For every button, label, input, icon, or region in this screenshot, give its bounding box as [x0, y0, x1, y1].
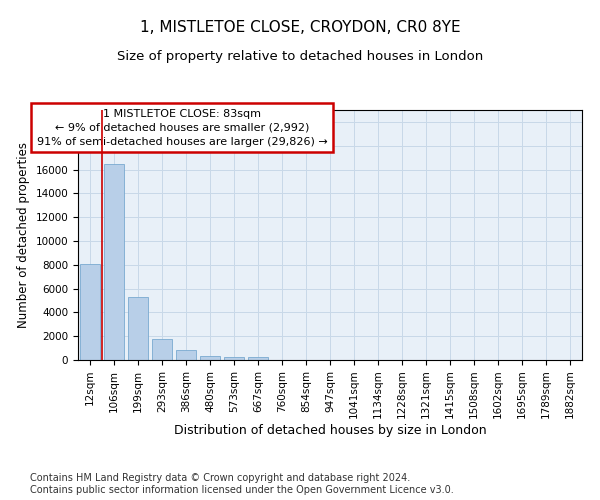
Bar: [248, 358, 268, 360]
Bar: [128, 297, 148, 360]
Text: 1 MISTLETOE CLOSE: 83sqm
← 9% of detached houses are smaller (2,992)
91% of semi: 1 MISTLETOE CLOSE: 83sqm ← 9% of detache…: [37, 109, 328, 147]
Bar: [80, 264, 100, 360]
Bar: [200, 356, 220, 360]
Text: Size of property relative to detached houses in London: Size of property relative to detached ho…: [117, 50, 483, 63]
Bar: [176, 350, 196, 360]
Text: Contains HM Land Registry data © Crown copyright and database right 2024.
Contai: Contains HM Land Registry data © Crown c…: [30, 474, 454, 495]
Bar: [104, 164, 124, 360]
Bar: [224, 356, 244, 360]
Text: 1, MISTLETOE CLOSE, CROYDON, CR0 8YE: 1, MISTLETOE CLOSE, CROYDON, CR0 8YE: [140, 20, 460, 35]
Y-axis label: Number of detached properties: Number of detached properties: [17, 142, 30, 328]
Bar: [152, 338, 172, 360]
X-axis label: Distribution of detached houses by size in London: Distribution of detached houses by size …: [173, 424, 487, 437]
